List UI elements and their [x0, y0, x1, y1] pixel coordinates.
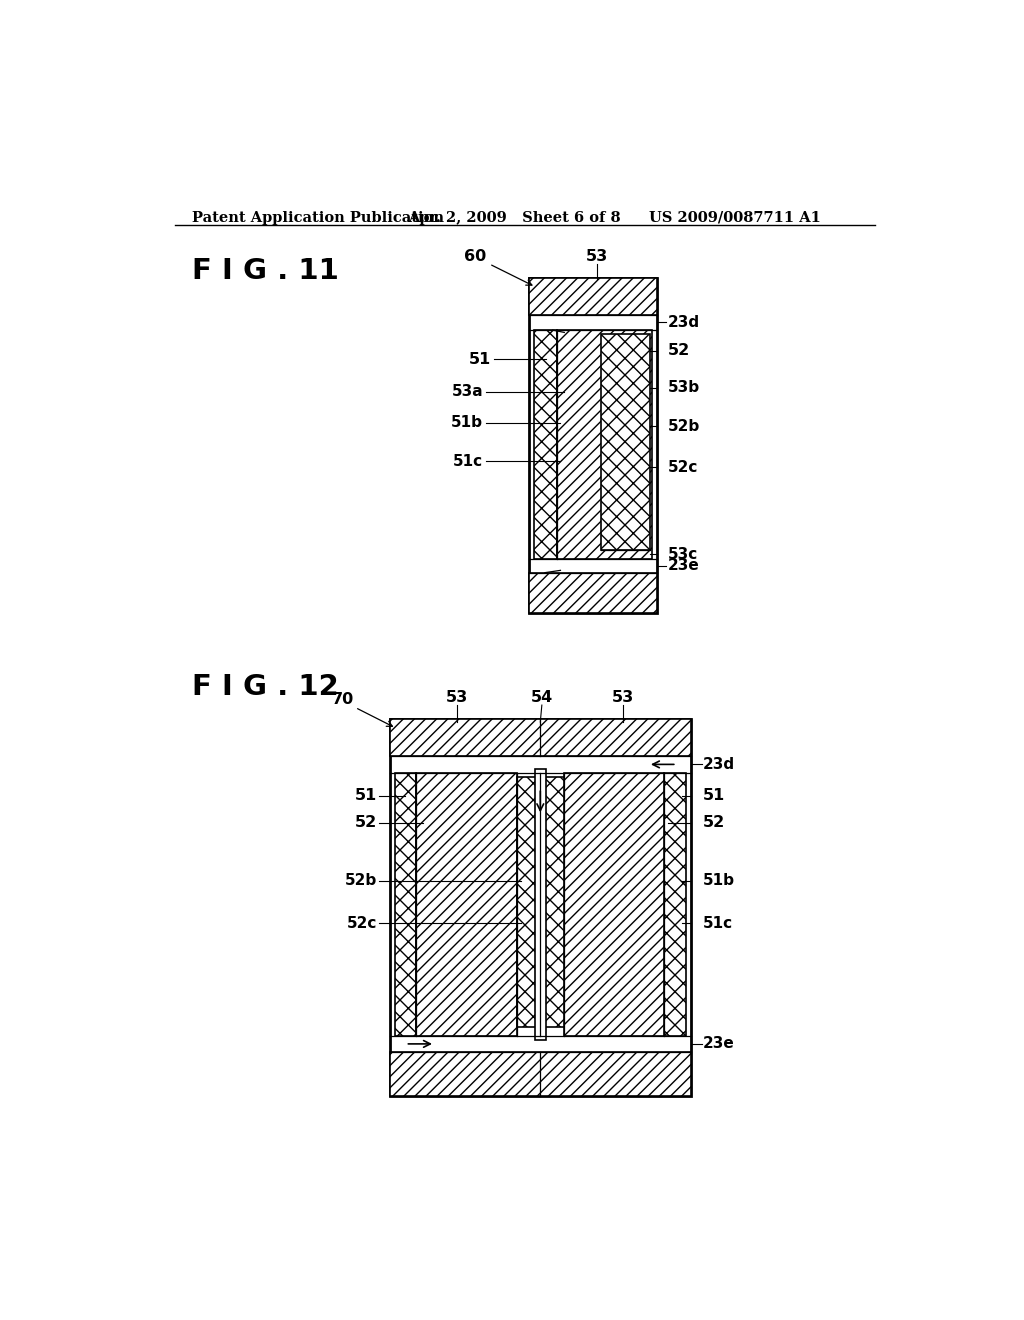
Bar [529, 277, 657, 314]
Bar [529, 277, 657, 612]
Text: 51: 51 [703, 788, 725, 804]
Text: 51c: 51c [703, 916, 733, 931]
Bar [394, 774, 417, 1036]
Text: 52b: 52b [345, 873, 378, 888]
Bar [563, 774, 665, 1036]
Text: Patent Application Publication: Patent Application Publication [191, 211, 443, 224]
Text: 54: 54 [530, 690, 553, 705]
Text: F I G . 11: F I G . 11 [191, 257, 338, 285]
Bar [390, 719, 690, 1096]
Text: 52c: 52c [668, 459, 697, 475]
Bar [601, 334, 650, 549]
Text: 23d: 23d [703, 756, 735, 772]
Text: 51b: 51b [703, 873, 735, 888]
Text: 23e: 23e [703, 1036, 735, 1052]
Bar [417, 774, 517, 1036]
Text: 51c: 51c [453, 454, 483, 469]
Text: 23e: 23e [668, 558, 699, 573]
Text: 60: 60 [464, 248, 485, 264]
Text: US 2009/0087711 A1: US 2009/0087711 A1 [649, 211, 820, 224]
Text: 52b: 52b [668, 418, 699, 434]
Text: 51: 51 [468, 352, 490, 367]
Text: 70: 70 [332, 692, 354, 706]
Text: F I G . 12: F I G . 12 [191, 673, 338, 701]
Text: 53: 53 [612, 690, 634, 705]
Text: 51b: 51b [451, 414, 483, 430]
Bar [535, 770, 546, 1040]
Text: 52: 52 [355, 816, 378, 830]
Text: 53c: 53c [668, 546, 697, 562]
Text: Apr. 2, 2009   Sheet 6 of 8: Apr. 2, 2009 Sheet 6 of 8 [409, 211, 622, 224]
Text: 52: 52 [703, 816, 725, 830]
Text: 52: 52 [668, 343, 689, 359]
Text: 53: 53 [446, 690, 469, 705]
Text: 53b: 53b [668, 380, 699, 396]
Bar [545, 776, 563, 1027]
Bar [557, 330, 652, 558]
Bar [535, 330, 557, 558]
Bar [390, 1052, 690, 1096]
Bar [390, 719, 690, 756]
Bar [665, 774, 686, 1036]
Text: 53: 53 [586, 248, 608, 264]
Bar [529, 573, 657, 612]
Text: 52c: 52c [347, 916, 378, 931]
Text: 51: 51 [355, 788, 378, 804]
Text: 23d: 23d [668, 315, 699, 330]
Text: 53a: 53a [452, 384, 483, 399]
Bar [517, 776, 536, 1027]
